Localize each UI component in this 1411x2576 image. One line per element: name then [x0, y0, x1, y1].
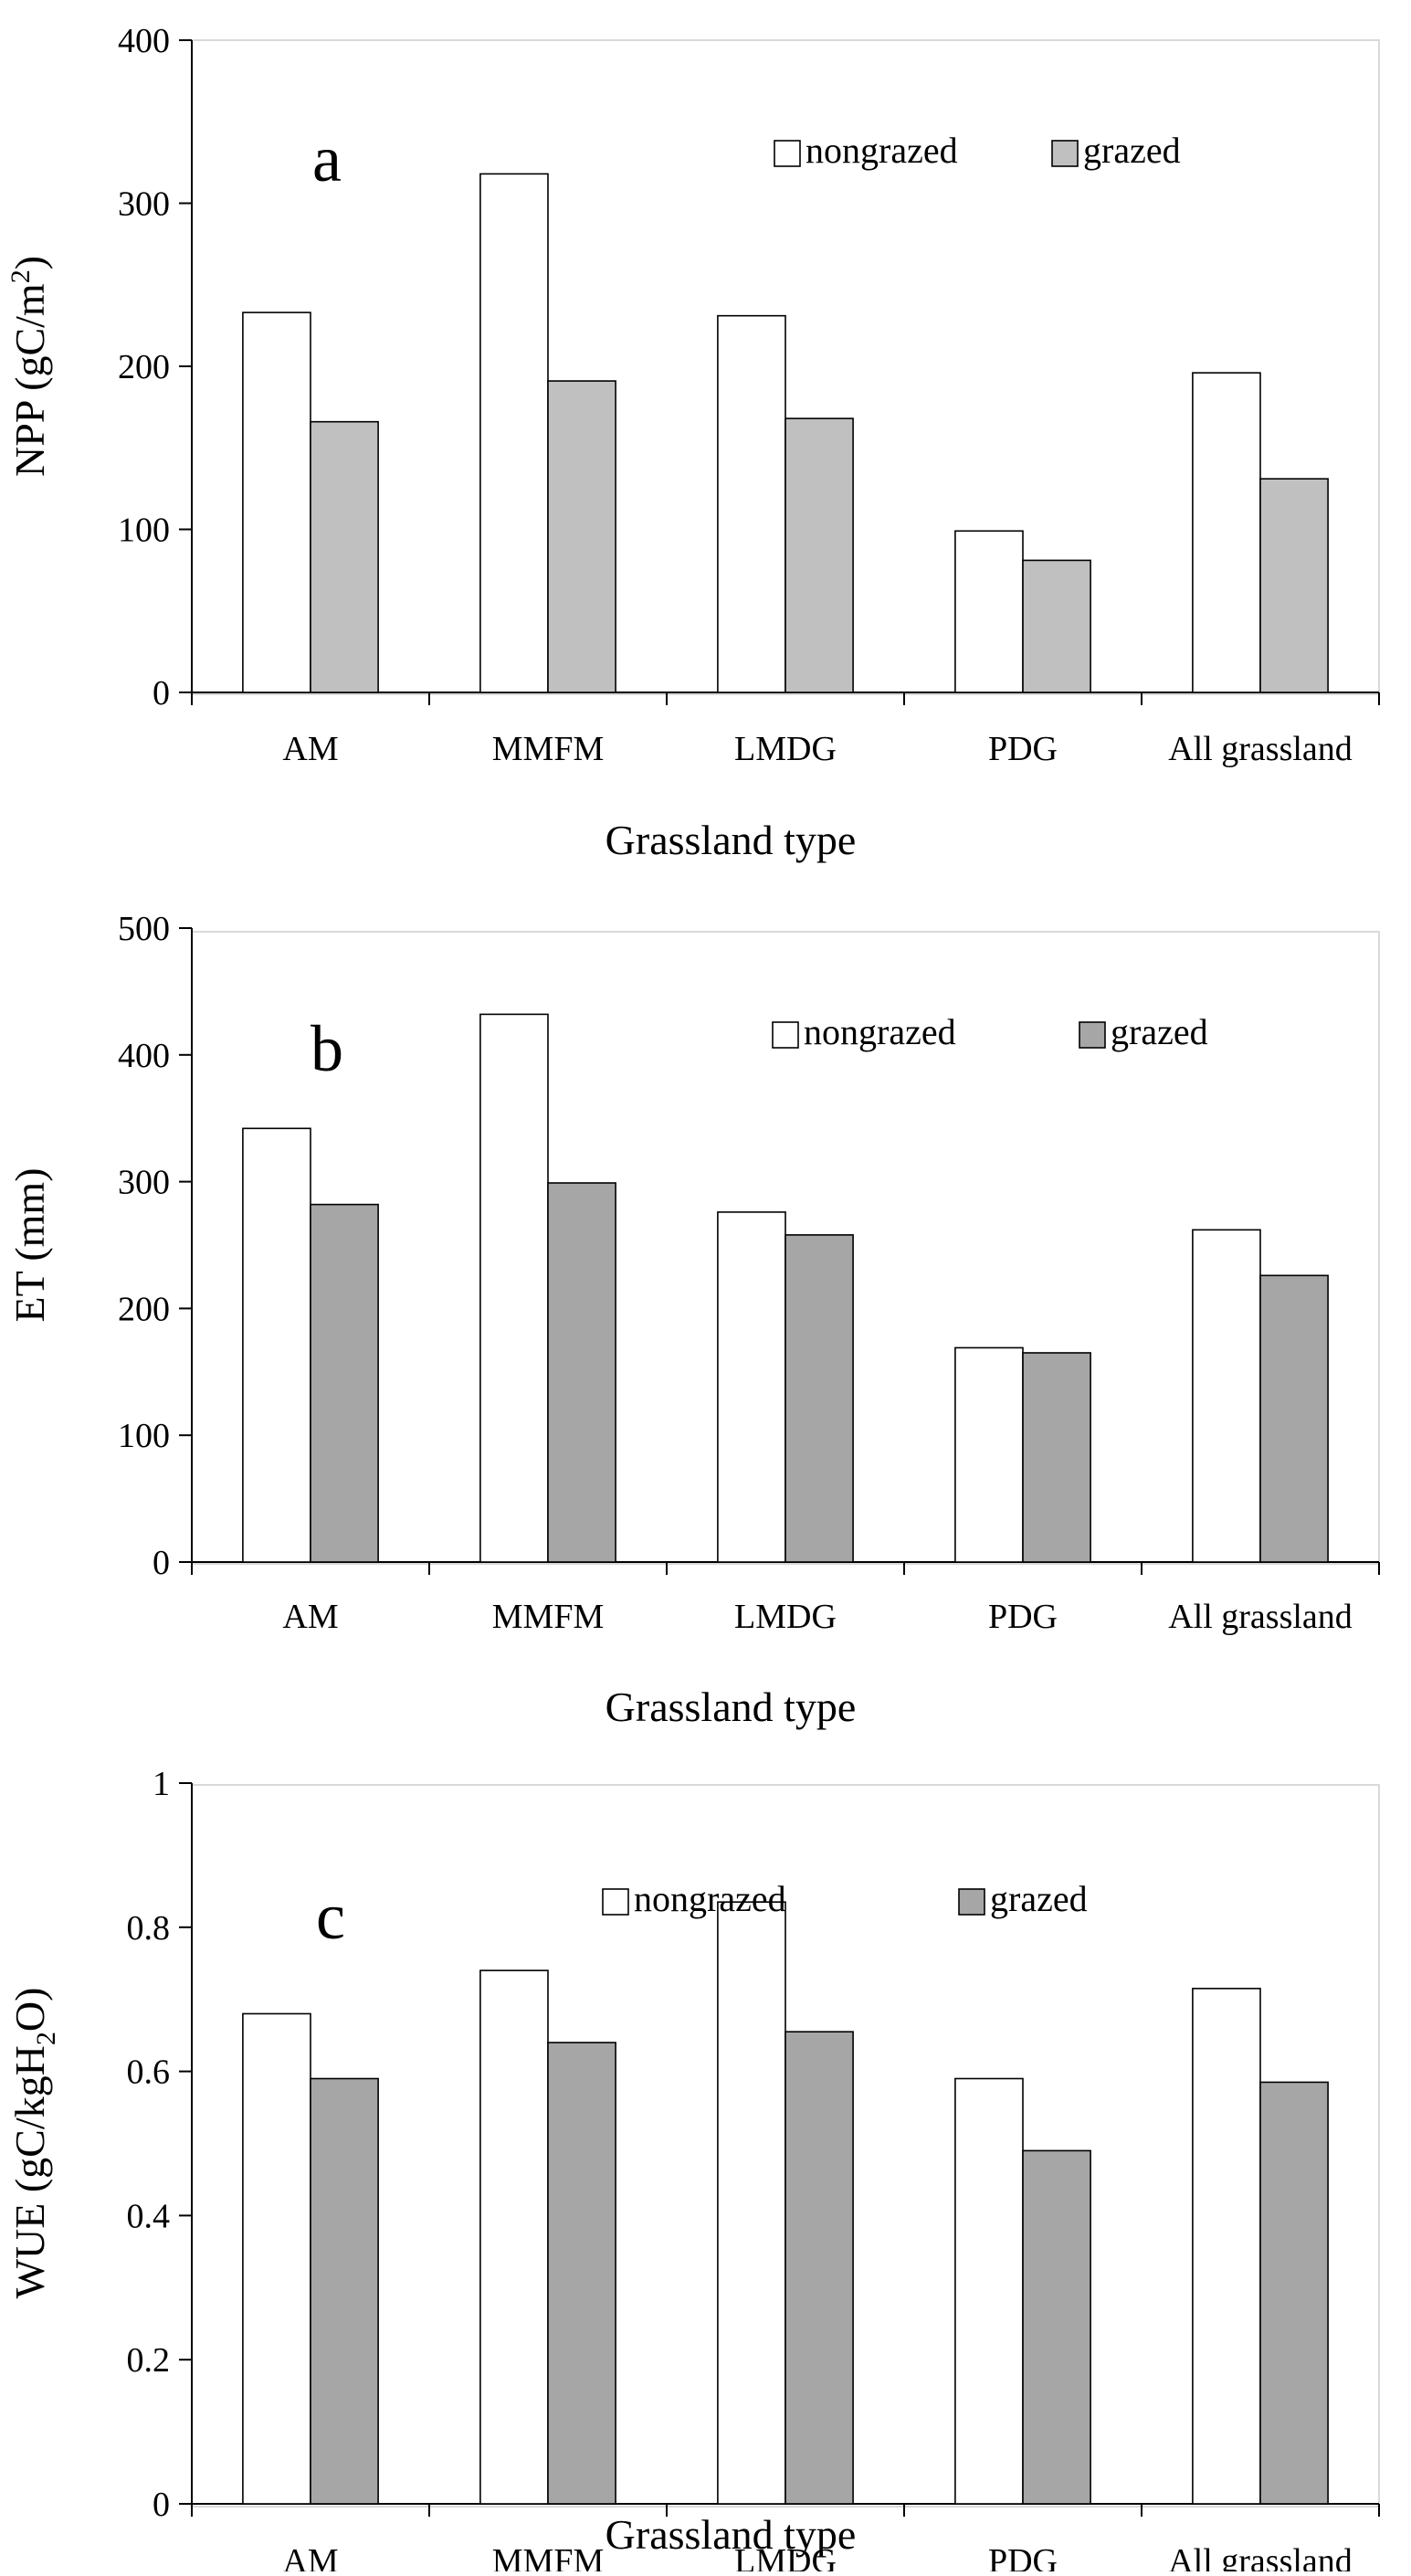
legend-swatch-nongrazed: [602, 1888, 629, 1916]
y-tick-label: 200: [118, 348, 170, 386]
x-tick-label: LMDG: [734, 730, 837, 768]
bar-grazed-all-grassland: [1259, 1274, 1329, 1563]
y-tick-label: 0.2: [127, 2341, 171, 2380]
y-tick-label: 0: [153, 1544, 170, 1582]
y-tick-label: 500: [118, 910, 170, 948]
legend-swatch-grazed: [1079, 1021, 1106, 1049]
legend-label-grazed: grazed: [1111, 1011, 1208, 1052]
bar-nongrazed-lmdg: [717, 1901, 786, 2505]
bar-grazed-am: [310, 420, 379, 693]
legend-label-nongrazed: nongrazed: [634, 1878, 786, 1919]
x-axis-label: Grassland type: [605, 1684, 857, 1730]
x-tick-label: All grassland: [1168, 2542, 1353, 2571]
x-tick-label: MMFM: [492, 1598, 605, 1636]
x-tick-label: AM: [282, 730, 338, 768]
y-tick-label: 400: [118, 22, 170, 60]
chart-panel-a: 0 100 200 300 400 AM MMFM LMDG PDG All grassland a…: [5, 22, 1380, 863]
bar-grazed-am: [310, 2077, 379, 2505]
y-tick-label: 0: [153, 674, 170, 713]
chart-panel-c: 0 0.2 0.4 0.6 0.8 1 AM MMFM LMDG PDG All grassland…: [6, 1765, 1380, 2576]
x-tick-label: LMDG: [734, 1598, 837, 1636]
bar-grazed-pdg: [1022, 2149, 1091, 2505]
y-axis-label-superscript: 2: [5, 269, 36, 283]
y-axis-label-end: ): [6, 256, 53, 269]
bar-nongrazed-mmfm: [479, 173, 549, 693]
x-axis-label: Grassland type: [605, 817, 857, 863]
y-tick-label: 1: [153, 1765, 170, 1803]
bar-grazed-lmdg: [784, 417, 854, 693]
legend-label-grazed: grazed: [1083, 130, 1181, 171]
y-tick-label: 400: [118, 1037, 170, 1075]
legend-label-grazed: grazed: [990, 1878, 1088, 1919]
y-tick-label: 0: [153, 2486, 170, 2524]
bar-grazed-lmdg: [784, 1234, 854, 1563]
y-axis-label-end: O): [6, 1988, 53, 2032]
x-tick-label: AM: [282, 1598, 338, 1636]
bar-nongrazed-mmfm: [479, 1013, 549, 1563]
bar-grazed-pdg: [1022, 559, 1091, 693]
bar-nongrazed-mmfm: [479, 1969, 549, 2505]
x-tick-label: LMDG: [734, 2542, 837, 2571]
x-tick-label: MMFM: [492, 730, 605, 768]
x-tick-label: All grassland: [1168, 1598, 1353, 1636]
bar-nongrazed-pdg: [954, 2077, 1024, 2505]
bar-grazed-all-grassland: [1259, 2081, 1329, 2505]
panel-label: c: [316, 1880, 345, 1953]
bar-nongrazed-lmdg: [717, 1211, 786, 1563]
x-tick-label: AM: [282, 2542, 338, 2571]
x-tick-label: PDG: [988, 1598, 1058, 1636]
bar-grazed-lmdg: [784, 2031, 854, 2505]
panel-label: b: [311, 1012, 343, 1085]
bar-nongrazed-am: [242, 311, 311, 693]
bar-nongrazed-all-grassland: [1192, 372, 1261, 693]
legend-label-nongrazed: nongrazed: [804, 1011, 956, 1052]
x-tick-label: MMFM: [492, 2542, 605, 2571]
legend-swatch-grazed: [958, 1888, 985, 1916]
y-tick-label: 300: [118, 1164, 170, 1202]
y-axis-label-subscript: 2: [31, 2032, 61, 2045]
y-axis-label: NPP (gC/m2): [5, 256, 53, 477]
bar-nongrazed-am: [242, 2012, 311, 2505]
bar-nongrazed-pdg: [954, 1346, 1024, 1563]
legend-label-nongrazed: nongrazed: [806, 130, 958, 171]
chart-panel-b: 0 100 200 300 400 500 AM MMFM LMDG PDG All grassla…: [6, 910, 1380, 1730]
bar-nongrazed-pdg: [954, 530, 1024, 693]
legend-swatch-grazed: [1051, 140, 1079, 167]
bar-nongrazed-all-grassland: [1192, 1229, 1261, 1563]
y-tick-label: 300: [118, 185, 170, 224]
legend-swatch-nongrazed: [772, 1021, 799, 1049]
bar-grazed-am: [310, 1203, 379, 1563]
legend-swatch-nongrazed: [774, 140, 801, 167]
bar-grazed-all-grassland: [1259, 478, 1329, 693]
bar-nongrazed-am: [242, 1127, 311, 1563]
bar-nongrazed-lmdg: [717, 314, 786, 693]
bar-grazed-mmfm: [547, 380, 616, 693]
y-axis-label: ET (mm): [6, 1167, 53, 1322]
bar-grazed-mmfm: [547, 2042, 616, 2505]
y-tick-label: 0.4: [127, 2197, 171, 2235]
panel-label: a: [312, 122, 342, 195]
y-axis-label: WUE (gC/kgH2O): [6, 1988, 61, 2299]
y-tick-label: 0.6: [127, 2053, 171, 2092]
x-tick-label: PDG: [988, 730, 1058, 768]
x-tick-label: All grassland: [1168, 730, 1353, 768]
y-tick-label: 100: [118, 1417, 170, 1455]
y-tick-label: 200: [118, 1290, 170, 1328]
x-axis-label: Grassland type: [605, 2511, 857, 2558]
bar-nongrazed-all-grassland: [1192, 1988, 1261, 2505]
x-tick-label: PDG: [988, 2542, 1058, 2571]
bar-grazed-mmfm: [547, 1182, 616, 1563]
y-tick-label: 100: [118, 512, 170, 550]
y-axis-label-main: ET (mm): [6, 1167, 53, 1322]
y-axis-label-main: NPP (gC/m: [6, 283, 53, 477]
bar-grazed-pdg: [1022, 1352, 1091, 1563]
y-axis-label-main: WUE (gC/kgH: [6, 2045, 53, 2298]
y-tick-label: 0.8: [127, 1909, 171, 1948]
